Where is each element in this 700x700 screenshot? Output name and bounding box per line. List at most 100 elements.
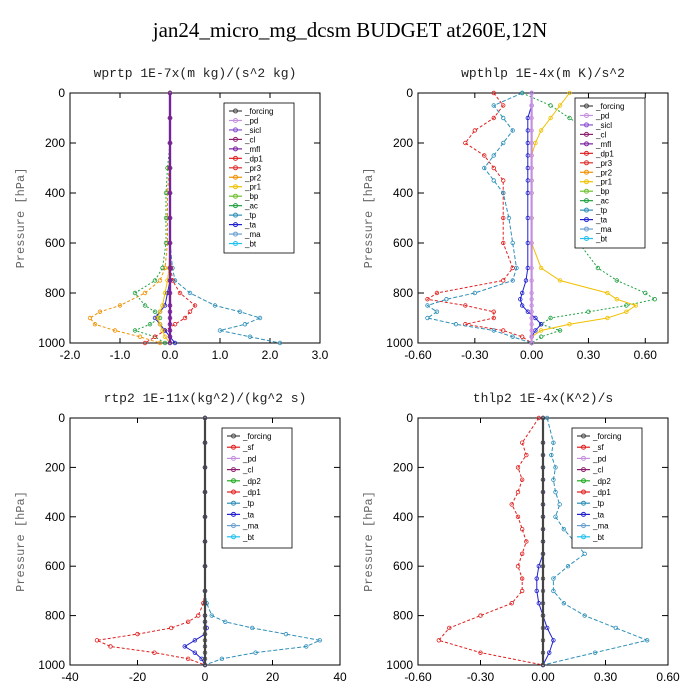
data-point (167, 240, 173, 246)
legend-marker (581, 523, 586, 529)
data-point (529, 322, 534, 327)
data-point (135, 631, 140, 637)
legend-label: _forcing (595, 102, 624, 111)
legend-marker (233, 117, 238, 123)
data-point (219, 656, 225, 662)
data-point (209, 613, 214, 618)
data-point (242, 322, 248, 327)
data-point (212, 303, 218, 308)
data-point (257, 315, 263, 321)
legend-marker (581, 489, 586, 495)
data-point (202, 631, 208, 637)
legend-label: _ma (244, 230, 261, 239)
legend-label: _pd (592, 454, 606, 463)
data-point (137, 334, 143, 339)
data-point (304, 644, 309, 649)
legend-marker (231, 534, 236, 540)
data-point (529, 278, 534, 283)
y-axis-label: Pressure [hPa] (362, 168, 376, 269)
legend-marker (584, 160, 589, 166)
x-tick-label: 0 (202, 670, 209, 684)
data-point (172, 278, 178, 283)
data-point (538, 265, 544, 271)
legend-label: _tp (595, 206, 608, 215)
data-point (536, 415, 542, 421)
data-point (540, 662, 546, 668)
data-point (529, 103, 534, 108)
data-point (557, 502, 562, 507)
data-point (553, 465, 558, 470)
data-point (605, 315, 610, 321)
data-point (515, 465, 521, 470)
data-point (614, 278, 620, 283)
data-point (436, 638, 442, 643)
data-point (529, 297, 534, 302)
legend-label: _forcing (244, 107, 273, 116)
data-point (529, 290, 534, 296)
x-tick-label: -0.30 (467, 670, 495, 684)
series-line-ta (519, 93, 542, 343)
legend-label: _ma (592, 522, 609, 531)
legend-label: _sf (592, 443, 604, 452)
legend-marker (581, 455, 586, 461)
y-tick-label: 0 (406, 86, 413, 100)
data-point (425, 297, 430, 302)
data-point (540, 650, 546, 655)
data-point (187, 290, 193, 296)
data-point (540, 564, 546, 569)
x-tick-label: -0.30 (461, 348, 489, 362)
legend-label: _sf (242, 443, 254, 452)
data-point (540, 551, 546, 557)
data-point (177, 290, 183, 296)
data-point (167, 340, 173, 346)
data-point (162, 334, 168, 339)
data-point (478, 613, 483, 618)
data-point (582, 551, 587, 557)
x-tick-label: 0.60 (634, 348, 658, 362)
data-point (491, 153, 496, 158)
data-point (491, 315, 496, 321)
data-point (605, 290, 610, 296)
data-point (553, 514, 558, 519)
data-point (167, 140, 173, 146)
y-tick-label: 400 (393, 186, 413, 200)
x-tick-label: 0.0 (162, 348, 179, 362)
legend-label: _pd (595, 111, 609, 120)
y-axis-label: Pressure [hPa] (14, 491, 28, 592)
x-tick-label: 0.60 (656, 670, 680, 684)
legend-label: _pr3 (244, 164, 262, 173)
data-point (501, 328, 506, 333)
data-point (501, 140, 506, 146)
data-point (87, 315, 93, 321)
legend-marker (584, 207, 589, 213)
legend-label: _ta (595, 216, 608, 225)
data-point (157, 322, 163, 327)
data-point (185, 656, 191, 662)
data-point (160, 265, 165, 271)
x-tick-label: -20 (129, 670, 147, 684)
x-tick-label: 1.0 (212, 348, 229, 362)
data-point (540, 452, 546, 458)
y-tick-label: 200 (45, 460, 65, 474)
y-tick-label: 600 (393, 559, 413, 573)
data-point (447, 625, 452, 631)
y-tick-label: 0 (406, 411, 413, 425)
legend-marker (233, 127, 238, 133)
x-tick-label: 3.0 (312, 348, 329, 362)
data-point (586, 309, 591, 314)
legend-label: _pd (242, 454, 256, 463)
data-point (463, 140, 468, 146)
legend-marker (231, 511, 236, 517)
data-point (551, 477, 556, 482)
legend-marker (231, 444, 236, 450)
legend-label: _pr2 (244, 173, 262, 182)
data-point (567, 115, 572, 121)
legend-marker (231, 433, 236, 439)
data-point (515, 489, 521, 495)
data-point (548, 115, 553, 121)
data-point (509, 502, 514, 507)
legend-marker (584, 150, 589, 156)
legend-label: _ma (595, 225, 612, 234)
legend-marker (584, 131, 589, 137)
data-point (529, 309, 534, 314)
